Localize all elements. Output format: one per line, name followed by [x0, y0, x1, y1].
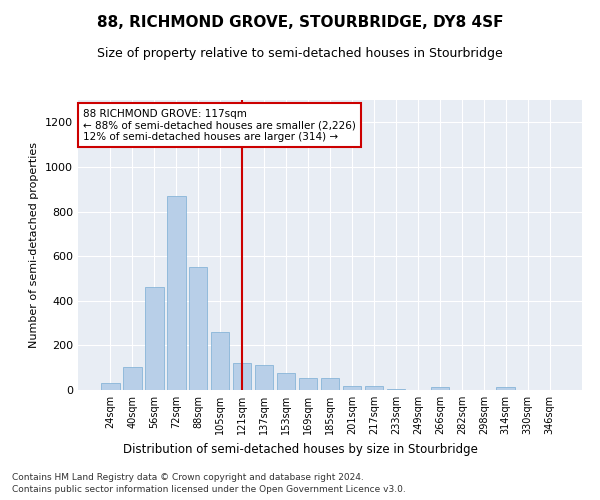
Bar — [386, 389, 405, 390]
Bar — [496, 386, 515, 390]
Bar — [431, 386, 449, 390]
Bar — [101, 384, 119, 390]
Bar — [320, 378, 340, 390]
Text: Contains public sector information licensed under the Open Government Licence v3: Contains public sector information licen… — [12, 485, 406, 494]
Bar — [277, 374, 295, 390]
Bar — [167, 196, 185, 390]
Bar — [123, 366, 142, 390]
Text: Distribution of semi-detached houses by size in Stourbridge: Distribution of semi-detached houses by … — [122, 442, 478, 456]
Y-axis label: Number of semi-detached properties: Number of semi-detached properties — [29, 142, 40, 348]
Bar — [233, 363, 251, 390]
Bar — [299, 378, 317, 390]
Bar — [189, 268, 208, 390]
Bar — [145, 288, 164, 390]
Text: 88 RICHMOND GROVE: 117sqm
← 88% of semi-detached houses are smaller (2,226)
12% : 88 RICHMOND GROVE: 117sqm ← 88% of semi-… — [83, 108, 356, 142]
Bar — [365, 386, 383, 390]
Text: Contains HM Land Registry data © Crown copyright and database right 2024.: Contains HM Land Registry data © Crown c… — [12, 472, 364, 482]
Text: 88, RICHMOND GROVE, STOURBRIDGE, DY8 4SF: 88, RICHMOND GROVE, STOURBRIDGE, DY8 4SF — [97, 15, 503, 30]
Bar — [343, 386, 361, 390]
Bar — [211, 332, 229, 390]
Bar — [255, 366, 274, 390]
Text: Size of property relative to semi-detached houses in Stourbridge: Size of property relative to semi-detach… — [97, 48, 503, 60]
